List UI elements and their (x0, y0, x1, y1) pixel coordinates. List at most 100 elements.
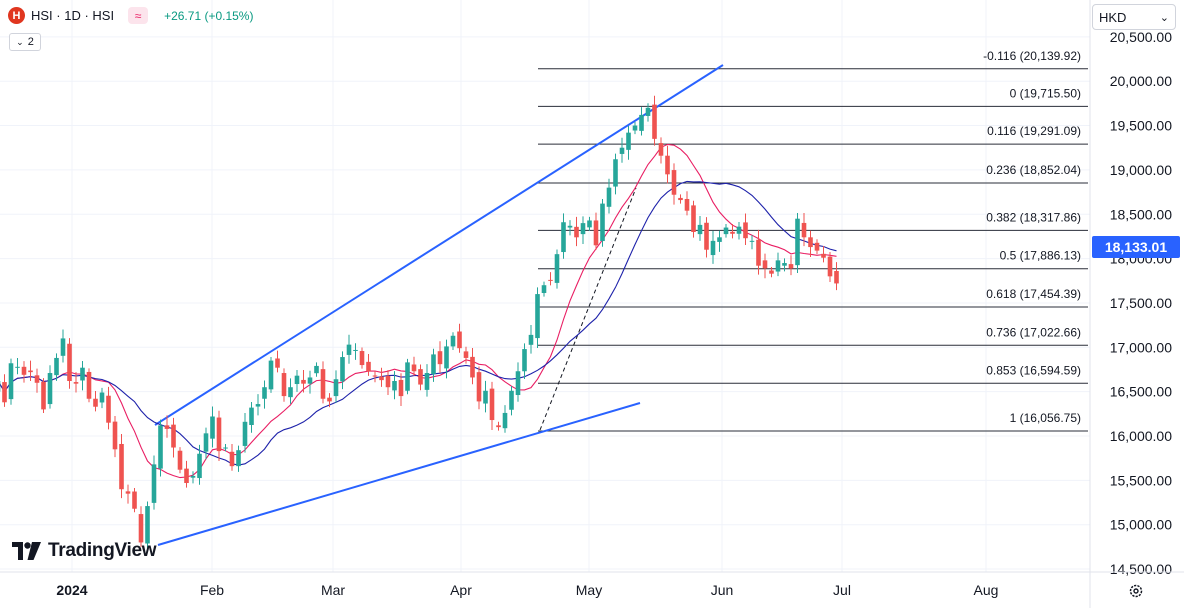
candle-body (197, 453, 202, 479)
candle-body (704, 222, 709, 250)
candle-body (639, 114, 644, 131)
candle-body (307, 377, 313, 384)
currency-select[interactable]: HKD ⌄ (1092, 4, 1176, 30)
candle-body (730, 231, 735, 234)
price-change: +26.71 (+0.15%) (164, 8, 254, 23)
candle-body (203, 433, 209, 452)
candle-body (496, 425, 501, 428)
candle-body (814, 242, 820, 251)
symbol-logo-icon: H (8, 7, 25, 24)
candle-body (515, 371, 521, 396)
fib-level-label: -0.116 (20,139.92) (983, 49, 1081, 63)
candle-body (821, 253, 826, 258)
candle-body (756, 239, 761, 266)
candle-body (795, 218, 800, 266)
candle-body (717, 237, 722, 242)
candle-body (489, 388, 495, 421)
candle-body (736, 226, 742, 234)
candle-body (223, 447, 228, 449)
candle-body (684, 198, 690, 211)
candle-body (366, 361, 371, 372)
candle-body (788, 264, 794, 269)
price-tick-label: 19,000.00 (1110, 162, 1172, 178)
candle-body (327, 397, 332, 402)
candle-body (333, 379, 339, 397)
candle-body (190, 475, 196, 478)
candle-body (665, 155, 670, 175)
trend-channel[interactable] (154, 64, 724, 546)
fib-level-label: 0.618 (17,454.39) (986, 287, 1081, 301)
candle-body (255, 404, 261, 407)
ma-fast-line (0, 143, 837, 479)
candle-body (600, 203, 605, 242)
fib-level-label: 0.5 (17,886.13) (1000, 249, 1081, 263)
price-axis[interactable]: 14,500.00 15,000.00 15,500.00 16,000.00 16,5… (1089, 0, 1172, 608)
candle-body (106, 395, 111, 423)
time-tick-label: Jul (833, 582, 851, 598)
indicators-toggle[interactable]: ⌄ 2 (9, 33, 41, 51)
candle-body (275, 358, 280, 368)
candle-body (2, 382, 7, 403)
candle-body (340, 357, 345, 382)
indicator-count: 2 (27, 36, 34, 48)
candle-body (463, 351, 469, 358)
candles (0, 95, 839, 550)
fib-level-label: 0.853 (16,594.59) (986, 363, 1081, 377)
candle-body (236, 450, 241, 467)
candle-body (775, 260, 781, 272)
candle-body (509, 390, 514, 410)
candle-body (99, 392, 105, 403)
candle-body (8, 363, 14, 400)
candle-body (216, 417, 222, 452)
candle-body (21, 366, 27, 375)
candle-body (613, 159, 618, 187)
candle-body (483, 390, 488, 404)
wave-icon[interactable]: ≈ (128, 7, 149, 24)
candle-body (15, 366, 20, 368)
symbol-header: H HSI · 1D · HSI ≈ +26.71 (+0.15%) (8, 7, 253, 24)
candle-body (93, 398, 98, 407)
candle-body (28, 370, 33, 373)
candle-body (353, 349, 358, 351)
fib-level-label: 0.736 (17,022.66) (986, 325, 1081, 339)
candle-body (418, 369, 423, 385)
last-price-badge: 18,133.01 (1092, 236, 1180, 258)
candle-body (749, 240, 755, 242)
price-tick-label: 14,500.00 (1110, 561, 1172, 577)
time-axis[interactable]: 2024 Feb Mar Apr May Jun Jul Aug (0, 571, 1184, 598)
currency-value: HKD (1099, 9, 1127, 25)
candle-body (697, 224, 703, 235)
chevron-down-icon: ⌄ (1159, 11, 1169, 24)
candle-body (431, 354, 436, 375)
candle-body (450, 335, 456, 347)
price-tick-label: 19,500.00 (1110, 118, 1172, 134)
price-tick-label: 17,500.00 (1110, 295, 1172, 311)
time-tick-label: 2024 (56, 582, 87, 598)
fibonacci-retracement[interactable]: -0.116 (20,139.92) 0 (19,715.50) 0.116 (19… (538, 49, 1088, 432)
candle-body (619, 147, 625, 154)
time-tick-label: Feb (200, 582, 224, 598)
candle-body (548, 279, 553, 281)
candle-body (262, 387, 267, 399)
candle-body (502, 412, 508, 429)
candle-body (288, 387, 293, 398)
candle-body (54, 357, 59, 376)
candle-body (281, 373, 287, 397)
candle-body (678, 197, 683, 201)
tradingview-logo[interactable]: TradingView (12, 540, 157, 562)
candle-body (138, 514, 144, 543)
settings-gear-icon[interactable] (1127, 582, 1145, 600)
candle-body (294, 375, 300, 385)
candle-body (528, 334, 534, 345)
candle-body (671, 170, 677, 195)
fib-level-label: 0.116 (19,291.09) (987, 124, 1081, 138)
candle-body (691, 205, 696, 232)
ma-slow-line (0, 180, 837, 466)
candle-body (112, 421, 118, 450)
symbol-title[interactable]: HSI · 1D · HSI (31, 8, 115, 23)
candle-body (47, 373, 53, 405)
candle-body (119, 443, 124, 490)
price-tick-label: 20,500.00 (1110, 29, 1172, 45)
candle-body (541, 285, 547, 294)
